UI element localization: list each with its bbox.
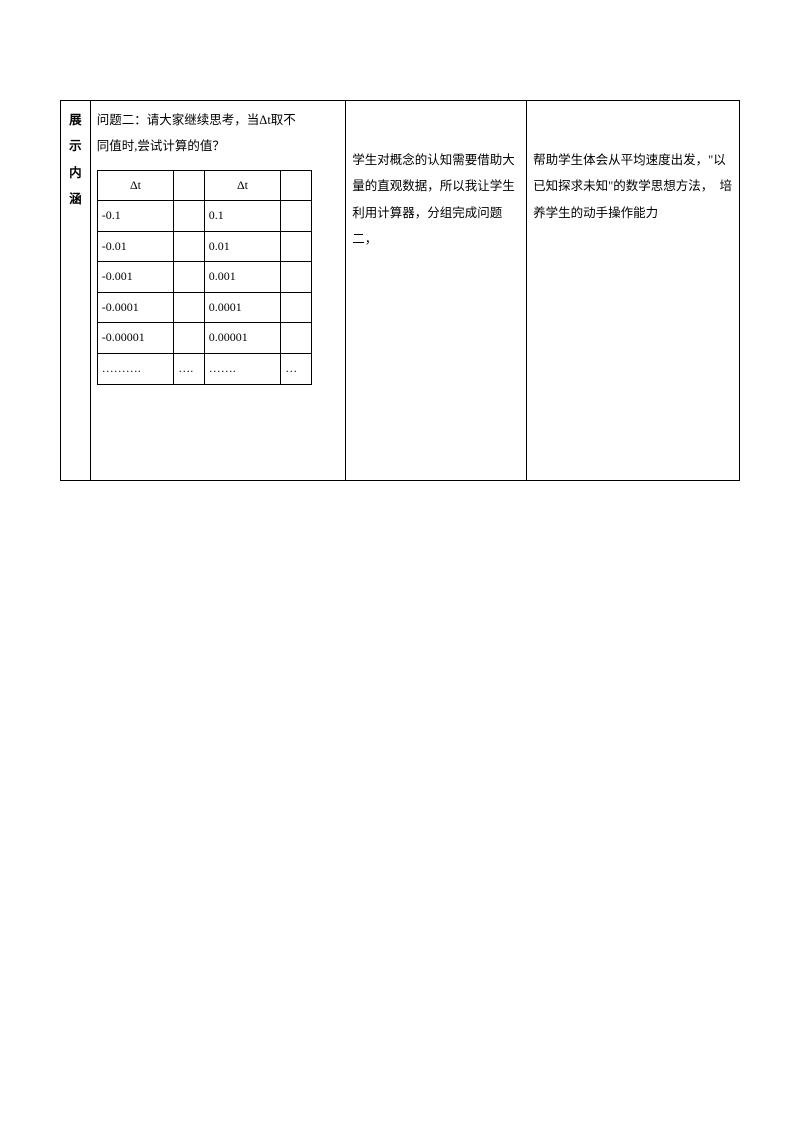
- question-line2: 同值时,尝试计算的值？: [97, 133, 339, 159]
- inner-header-dt-right: Δt: [204, 170, 280, 201]
- row-label-ch2: 示: [67, 133, 84, 159]
- table-cell: -0.1: [97, 201, 173, 232]
- student-activity-text: 学生对概念的认知需要借助大量的直观数据，所以我让学生利用计算器，分组完成问题二，: [352, 147, 520, 252]
- table-cell: 0.0001: [204, 292, 280, 323]
- table-cell: -0.001: [97, 262, 173, 293]
- table-cell: [174, 231, 205, 262]
- table-cell: …: [281, 354, 312, 385]
- table-cell: -0.0001: [97, 292, 173, 323]
- inner-header-blank-left: [174, 170, 205, 201]
- spacer: [352, 107, 520, 147]
- question-block: 问题二：请大家继续思考，当Δt取不 同值时,尝试计算的值？: [97, 107, 339, 160]
- table-cell: 0.00001: [204, 323, 280, 354]
- row-label-cell: 展 示 内 涵: [61, 101, 91, 481]
- table-cell: …….: [204, 354, 280, 385]
- lesson-table: 展 示 内 涵 问题二：请大家继续思考，当Δt取不 同值时,尝试计算的值？ Δt…: [60, 100, 740, 481]
- design-intent-cell: 帮助学生体会从平均速度出发，"以已知探求未知"的数学思想方法， 培养学生的动手操…: [527, 101, 740, 481]
- table-cell: [281, 231, 312, 262]
- table-cell: [174, 292, 205, 323]
- inner-header-dt-left: Δt: [97, 170, 173, 201]
- table-cell: 0.1: [204, 201, 280, 232]
- table-cell: [281, 323, 312, 354]
- table-cell: [174, 323, 205, 354]
- delta-t-table: Δt Δt -0.1 0.1 -0.01 0.01: [97, 170, 312, 385]
- table-cell: [281, 262, 312, 293]
- table-cell: [281, 292, 312, 323]
- inner-header-blank-right: [281, 170, 312, 201]
- table-cell: 0.01: [204, 231, 280, 262]
- question-line1: 问题二：请大家继续思考，当Δt取不: [97, 107, 339, 133]
- table-cell: 0.001: [204, 262, 280, 293]
- row-label-ch4: 涵: [67, 186, 84, 212]
- table-cell: [174, 262, 205, 293]
- student-activity-cell: 学生对概念的认知需要借助大量的直观数据，所以我让学生利用计算器，分组完成问题二，: [346, 101, 527, 481]
- row-label-ch1: 展: [67, 107, 84, 133]
- table-cell: [174, 201, 205, 232]
- table-cell: ……….: [97, 354, 173, 385]
- table-cell: ….: [174, 354, 205, 385]
- table-cell: -0.00001: [97, 323, 173, 354]
- table-cell: [281, 201, 312, 232]
- design-intent-text: 帮助学生体会从平均速度出发，"以已知探求未知"的数学思想方法， 培养学生的动手操…: [533, 147, 733, 226]
- table-cell: -0.01: [97, 231, 173, 262]
- row-label-ch3: 内: [67, 160, 84, 186]
- spacer: [533, 107, 733, 147]
- content-cell: 问题二：请大家继续思考，当Δt取不 同值时,尝试计算的值？ Δt Δt -0.1…: [90, 101, 345, 481]
